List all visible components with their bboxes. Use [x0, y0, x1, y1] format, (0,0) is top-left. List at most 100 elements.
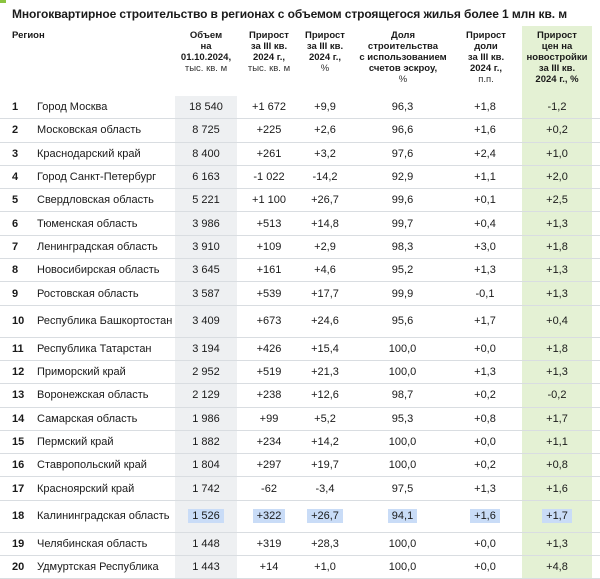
volume-value: 1 986: [192, 412, 220, 425]
row-number: 3: [12, 147, 19, 160]
header-volume-line: на: [200, 41, 212, 52]
table-row: 5 Свердловская область 5 221 +1 100 +26,7 99,…: [0, 189, 600, 213]
header-growth-pct-line: Прирост: [305, 30, 345, 41]
growth-abs-value-cell: +234: [240, 431, 298, 453]
row-number-cell: 12: [12, 361, 32, 383]
region-name: Московская область: [37, 124, 142, 137]
escrow-growth-value: +1,1: [474, 171, 496, 184]
price-growth-value: -1,2: [547, 101, 567, 114]
growth-abs-value-cell: +426: [240, 338, 298, 360]
region-name: Красноярский край: [37, 482, 135, 495]
row-number-cell: 8: [12, 259, 32, 281]
region-name-cell: Калининградская область: [37, 501, 177, 532]
escrow-growth-value: -0,1: [475, 287, 495, 300]
row-number: 4: [12, 171, 19, 184]
escrow-growth-value: +0,2: [474, 389, 496, 402]
row-number-cell: 13: [12, 384, 32, 406]
header-volume-unit: тыс. кв. м: [184, 63, 228, 74]
escrow-share-value: 100,0: [388, 342, 417, 355]
table-row: 1 Город Москва 18 540 +1 672 +9,9 96,3 +1,8 -1,…: [0, 96, 600, 120]
table-row: 12 Приморский край 2 952 +519 +21,3 100,0 +1,3…: [0, 360, 600, 385]
escrow-growth-value-cell: +0,2: [455, 454, 515, 476]
row-number-cell: 20: [12, 556, 32, 578]
volume-value: 3 986: [192, 217, 220, 230]
header-escrow-share: Доля строительства с использованием счет…: [352, 30, 454, 85]
escrow-share-value: 97,6: [391, 147, 414, 160]
row-number-cell: 10: [12, 306, 32, 337]
row-number: 17: [12, 482, 25, 495]
region-name: Приморский край: [37, 366, 126, 379]
region-name-cell: Приморский край: [37, 361, 177, 383]
growth-pct-value: +14,2: [311, 436, 339, 448]
table-row: 20 Удмуртская Республика 1 443 +14 +1,0 100,0…: [0, 556, 600, 579]
price-growth-value-cell: +0,2: [522, 119, 592, 142]
price-growth-value-cell: +4,8: [522, 556, 592, 579]
growth-pct-value-cell: +2,6: [300, 119, 350, 141]
row-number-cell: 14: [12, 408, 32, 430]
row-number: 9: [12, 287, 19, 300]
volume-value: 6 163: [192, 171, 220, 184]
escrow-share-value: 100,0: [388, 561, 417, 574]
escrow-share-value: 97,5: [391, 482, 414, 495]
header-price-growth-line: Прирост: [537, 30, 577, 41]
volume-value: 3 645: [192, 264, 220, 277]
growth-pct-value: +26,7: [307, 509, 343, 524]
growth-abs-value-cell: +519: [240, 361, 298, 383]
row-number-cell: 2: [12, 119, 32, 141]
escrow-growth-value-cell: +0,0: [455, 533, 515, 555]
escrow-share-value-cell: 100,0: [355, 454, 450, 476]
row-number: 19: [12, 537, 25, 550]
table-row: 9 Ростовская область 3 587 +539 +17,7 99,9 -0,…: [0, 282, 600, 306]
region-name: Республика Татарстан: [37, 342, 152, 355]
volume-value-cell: 1 526: [175, 500, 237, 532]
table-row: 16 Ставропольский край 1 804 +297 +19,7 100,0…: [0, 454, 600, 478]
escrow-share-value-cell: 100,0: [355, 533, 450, 555]
region-name: Ставропольский край: [37, 459, 147, 472]
volume-value-cell: 8 725: [175, 119, 237, 142]
header-growth-pct-line: 2024 г.,: [308, 52, 342, 63]
escrow-share-value: 96,3: [391, 101, 414, 114]
escrow-growth-value: +0,0: [474, 561, 496, 574]
growth-abs-value-cell: +297: [240, 454, 298, 476]
price-growth-value-cell: +1,8: [522, 337, 592, 360]
volume-value-cell: 3 910: [175, 235, 237, 259]
growth-pct-value: +3,2: [314, 147, 336, 160]
header-growth-abs: Прирост за III кв. 2024 г., тыс. кв. м: [238, 30, 300, 74]
table-row: 15 Пермский край 1 882 +234 +14,2 100,0 +0,0 +1…: [0, 430, 600, 455]
escrow-share-value-cell: 100,0: [355, 431, 450, 453]
row-number-cell: 17: [12, 477, 32, 499]
growth-pct-value-cell: +1,0: [300, 556, 350, 578]
growth-pct-value: +1,0: [314, 561, 336, 574]
growth-abs-value-cell: +673: [240, 306, 298, 337]
volume-value-cell: 3 409: [175, 305, 237, 337]
escrow-share-value-cell: 98,7: [355, 384, 450, 406]
header-escrow-share-line: строительства: [367, 41, 439, 52]
growth-pct-value-cell: +21,3: [300, 361, 350, 383]
growth-abs-value-cell: +238: [240, 384, 298, 406]
region-name: Тюменская область: [37, 217, 138, 230]
volume-value: 2 952: [192, 366, 220, 379]
region-name-cell: Тюменская область: [37, 212, 177, 234]
region-name-cell: Республика Башкортостан: [37, 306, 177, 337]
price-growth-value-cell: +1,3: [522, 212, 592, 235]
escrow-share-value: 99,9: [391, 287, 414, 300]
region-name-cell: Город Москва: [37, 96, 177, 118]
price-growth-value-cell: +1,1: [522, 430, 592, 454]
growth-abs-value-cell: +1 672: [240, 96, 298, 118]
price-growth-value-cell: +1,7: [522, 500, 592, 532]
escrow-share-value-cell: 95,6: [355, 306, 450, 337]
escrow-share-value: 98,7: [391, 389, 414, 402]
escrow-share-value: 95,3: [391, 412, 414, 425]
growth-pct-value-cell: +9,9: [300, 96, 350, 118]
price-growth-value-cell: +1,0: [522, 142, 592, 165]
growth-pct-value: +26,7: [311, 194, 339, 207]
price-growth-value: +1,8: [546, 342, 568, 355]
header-growth-abs-line: за III кв.: [250, 41, 288, 52]
growth-pct-value: +5,2: [314, 412, 336, 425]
growth-pct-value: +12,6: [311, 389, 339, 402]
row-number-cell: 18: [12, 501, 32, 532]
region-name: Челябинская область: [37, 537, 148, 550]
growth-pct-value-cell: +19,7: [300, 454, 350, 476]
price-growth-value: +1,3: [546, 537, 568, 550]
escrow-growth-value-cell: +2,4: [455, 143, 515, 165]
